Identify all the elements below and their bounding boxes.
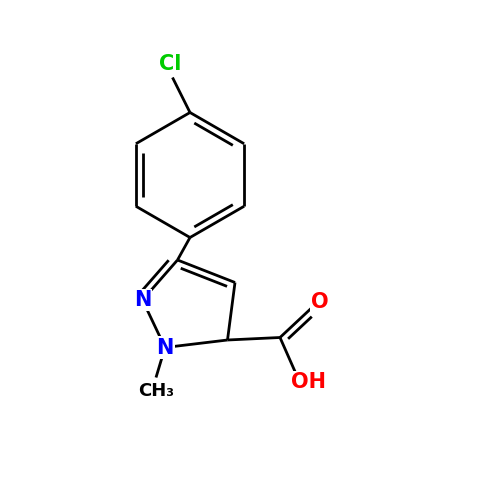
Text: N: N: [156, 338, 174, 357]
Text: O: O: [311, 292, 329, 312]
Text: CH₃: CH₃: [138, 382, 174, 400]
Text: Cl: Cl: [159, 54, 181, 74]
Text: OH: OH: [292, 372, 326, 392]
Text: N: N: [134, 290, 151, 310]
